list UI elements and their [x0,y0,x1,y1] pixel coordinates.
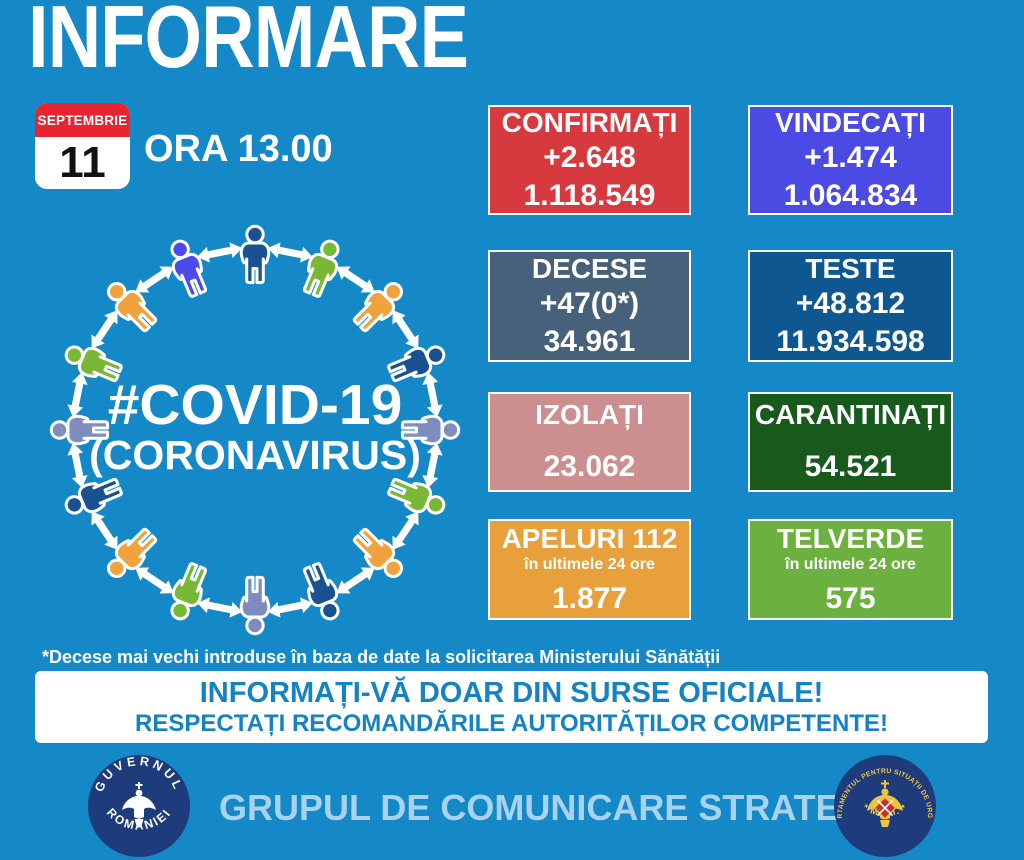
stat-delta: +2.648 [543,141,636,175]
stat-label: APELURI 112 [501,522,678,554]
stat-label: IZOLAȚI [535,399,644,431]
footer-title: GRUPUL DE COMUNICARE STRATEGICĂ [219,787,930,828]
banner-line-2: RESPECTAȚI RECOMANDĂRILE AUTORITĂȚILOR C… [135,709,888,737]
person-icon [239,224,271,285]
banner-line-1: INFORMAȚI-VĂ DOAR DIN SURSE OFICIALE! [199,676,824,709]
covid-hashtag: #COVID-19 [108,373,403,437]
stat-label: VINDECAȚI [775,106,926,138]
stat-box-teste: TESTE +48.812 11.934.598 [748,250,953,362]
stat-box-vindecati: VINDECAȚI +1.474 1.064.834 [748,105,953,215]
stat-label: CONFIRMAȚI [501,106,678,138]
calendar-day: 11 [59,138,106,187]
page-title: INFORMARE [28,0,469,86]
person-icon [239,575,271,636]
footnote: *Decese mai vechi introduse în baza de d… [42,647,721,667]
transmission-arrow-icon [266,240,315,265]
stat-box-confirmati: CONFIRMAȚI +2.648 1.118.549 [488,105,691,215]
stat-total: 1.064.834 [783,178,918,212]
stat-label: DECESE [531,252,648,284]
stat-box-apeluri-112: APELURI 112 în ultimele 24 ore 1.877 [488,519,691,620]
coronavirus-subtitle: (CORONAVIRUS) [89,432,421,478]
transmission-arrow-icon [195,595,244,620]
stat-total: 54.521 [804,450,897,484]
transmission-ring: #COVID-19 (CORONAVIRUS) [25,218,480,650]
stat-label: TESTE [805,252,896,284]
transmission-arrow-icon [420,370,445,419]
eagle-emblem-icon [122,782,156,826]
transmission-arrow-icon [65,441,90,490]
stat-total: 34.961 [543,324,636,358]
stat-total: 1.118.549 [523,178,656,212]
stat-total: 11.934.598 [776,324,925,358]
stat-box-decese: DECESE +47(0*) 34.961 [488,250,691,362]
stat-delta: +48.812 [795,287,906,321]
stat-delta: +47(0*) [539,287,640,321]
stat-subtitle: în ultimele 24 ore [524,556,655,574]
government-seal-icon: GUVERNUL ROMÂNIEI [87,754,191,858]
calendar-month: SEPTEMBRIE [35,103,130,137]
dsu-eagle-emblem-icon [867,780,903,827]
stat-total: 1.877 [551,581,628,615]
stat-box-izolati: IZOLAȚI 23.062 [488,392,691,492]
transmission-arrow-icon [420,441,445,490]
stat-total: 23.062 [543,450,636,484]
transmission-arrow-icon [195,240,244,265]
dsu-seal-icon: DEPARTAMENTUL PENTRU SITUAȚII DE URGENȚĂ… [833,754,937,858]
stat-label: TELVERDE [776,522,925,554]
time-label: ORA 13.00 [144,128,333,170]
stat-box-telverde: TELVERDE în ultimele 24 ore 575 [748,519,953,620]
stat-delta: +1.474 [804,141,897,175]
stat-subtitle: în ultimele 24 ore [785,556,916,574]
transmission-arrow-icon [65,370,90,419]
stat-box-carantinati: CARANTINAȚI 54.521 [748,392,953,492]
official-sources-banner: INFORMAȚI-VĂ DOAR DIN SURSE OFICIALE! RE… [35,671,988,743]
stat-total: 575 [825,581,876,615]
calendar-icon: SEPTEMBRIE 11 [35,103,130,189]
transmission-arrow-icon [266,595,315,620]
stat-label: CARANTINAȚI [754,399,947,431]
